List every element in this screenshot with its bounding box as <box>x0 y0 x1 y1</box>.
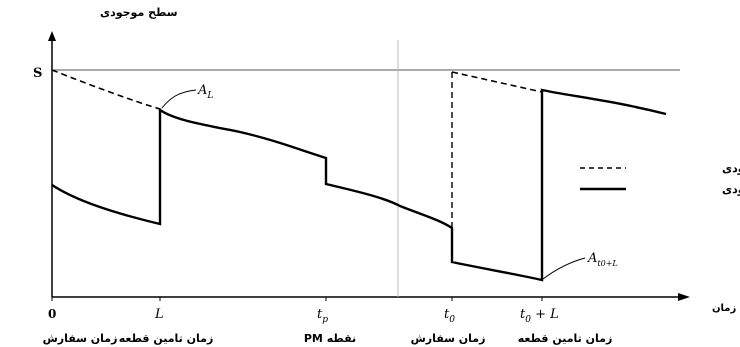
annotation-al-arrow <box>161 89 197 109</box>
series-inventory-level <box>51 88 667 282</box>
legend-label-level: سطح موجودی <box>722 183 740 196</box>
x-tick-t0l: t0 + L <box>520 307 559 325</box>
series-inventory-position-1 <box>51 69 164 111</box>
caption-supply-time-2: زمان تامین قطعه <box>518 332 613 345</box>
x-tick-t0: t0 <box>444 307 455 325</box>
series-inventory-position-2 <box>451 71 543 93</box>
x-tick-tp: tp <box>317 307 328 325</box>
x-axis-label: زمان <box>712 303 736 314</box>
y-axis-label: سطح موجودی <box>100 6 178 19</box>
annotation-al: AL <box>197 83 213 101</box>
x-tick-0: 0 <box>48 307 56 321</box>
x-axis-arrow <box>678 293 690 301</box>
y-axis-arrow <box>48 31 56 41</box>
x-tick-l: L <box>154 307 164 322</box>
x-captions: زمان سفارش زمان تامین قطعه نقطه PM زمان … <box>43 332 613 345</box>
legend: موقعیت موجودی سطح موجودی <box>580 162 740 196</box>
legend-label-position: موقعیت موجودی <box>722 162 740 175</box>
x-ticks: 0 L tp t0 t0 + L <box>48 297 559 325</box>
annotation-at0l-arrow <box>542 257 586 280</box>
annotation-at0l: At0+L <box>587 251 618 268</box>
caption-order-time-1: زمان سفارش <box>43 332 118 345</box>
caption-order-time-2: زمان سفارش <box>411 332 486 345</box>
caption-pm-point: نقطه PM <box>304 332 356 345</box>
y-tick-s: S <box>33 66 42 81</box>
caption-supply-time-1: زمان تامین قطعه <box>119 332 214 345</box>
